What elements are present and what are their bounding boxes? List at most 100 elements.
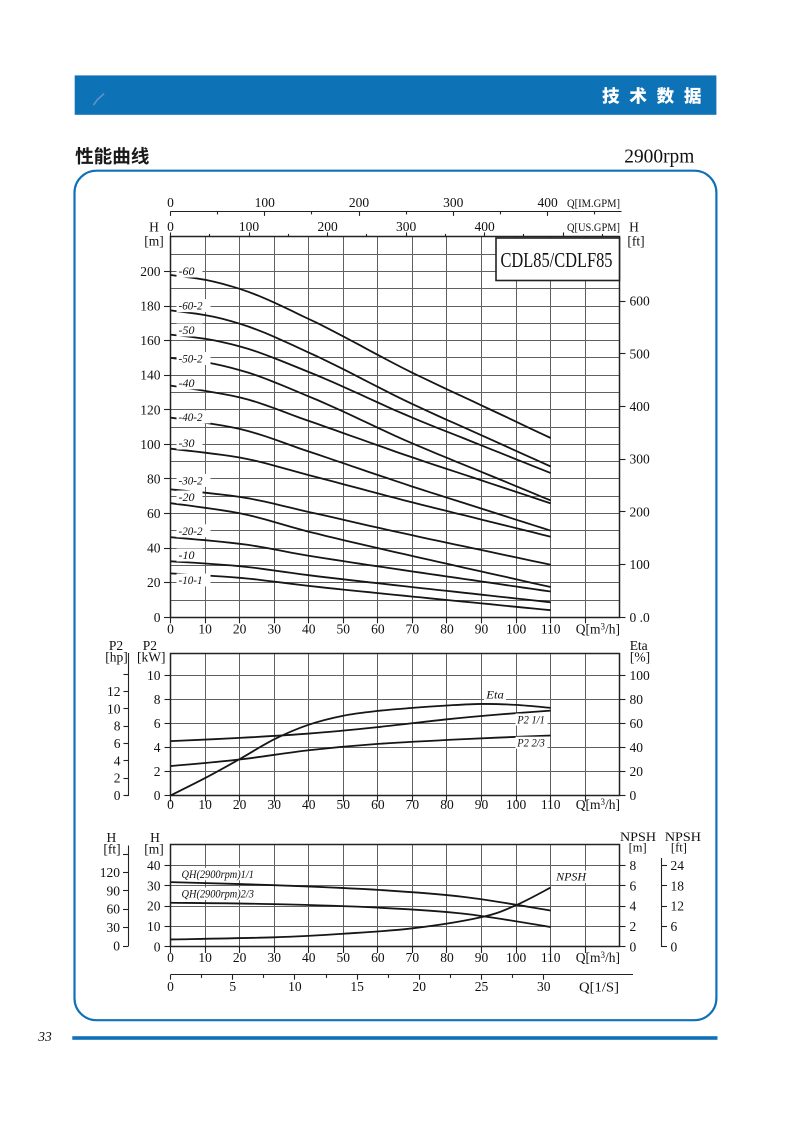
svg-text:[ft]: [ft] <box>627 234 644 249</box>
svg-text:60: 60 <box>147 506 161 521</box>
svg-text:P2 2/3: P2 2/3 <box>516 738 545 750</box>
svg-text:30: 30 <box>267 797 281 812</box>
svg-text:100: 100 <box>630 668 651 683</box>
svg-text:-40-2: -40-2 <box>179 412 203 424</box>
svg-text:40: 40 <box>302 950 316 965</box>
svg-text:[ft]: [ft] <box>671 841 687 855</box>
svg-text:30: 30 <box>267 622 281 637</box>
svg-text:Eta: Eta <box>485 690 504 702</box>
svg-text:NPSH: NPSH <box>555 872 587 884</box>
svg-text:Eta: Eta <box>630 638 648 653</box>
svg-text:Q[m3/h]: Q[m3/h] <box>576 622 620 637</box>
svg-text:600: 600 <box>630 294 651 309</box>
svg-text:0: 0 <box>167 797 174 812</box>
svg-text:-60-2: -60-2 <box>179 301 203 313</box>
svg-text:20: 20 <box>233 622 247 637</box>
svg-text:90: 90 <box>475 797 489 812</box>
svg-text:2: 2 <box>114 771 121 786</box>
svg-text:0: 0 <box>167 622 174 637</box>
svg-text:90: 90 <box>475 622 489 637</box>
svg-text:40: 40 <box>302 797 316 812</box>
svg-text:0: 0 <box>167 979 174 994</box>
svg-text:100: 100 <box>255 195 276 210</box>
svg-text:60: 60 <box>371 950 385 965</box>
svg-text:NPSH: NPSH <box>620 830 656 844</box>
svg-text:-30: -30 <box>179 438 195 450</box>
svg-text:60: 60 <box>630 716 644 731</box>
svg-text:40: 40 <box>302 622 316 637</box>
svg-text:20: 20 <box>147 575 161 590</box>
svg-text:80: 80 <box>147 472 161 487</box>
svg-text:[%]: [%] <box>630 650 650 665</box>
svg-text:60: 60 <box>107 902 121 917</box>
svg-text:100: 100 <box>630 557 651 572</box>
svg-text:60: 60 <box>371 797 385 812</box>
svg-text:-40: -40 <box>179 378 195 390</box>
svg-text:60: 60 <box>371 622 385 637</box>
svg-text:18: 18 <box>671 878 685 893</box>
svg-text:500: 500 <box>630 346 651 361</box>
svg-text:50: 50 <box>337 622 351 637</box>
svg-text:10: 10 <box>147 919 161 934</box>
svg-text:H: H <box>149 220 159 235</box>
svg-text:0: 0 <box>167 950 174 965</box>
svg-text:4: 4 <box>630 899 637 914</box>
svg-text:40: 40 <box>630 740 644 755</box>
svg-text:90: 90 <box>475 950 489 965</box>
svg-text:120: 120 <box>140 402 161 417</box>
svg-text:30: 30 <box>107 920 121 935</box>
svg-text:100: 100 <box>506 950 527 965</box>
svg-text:20: 20 <box>233 797 247 812</box>
svg-text:30: 30 <box>267 950 281 965</box>
svg-text:0: 0 <box>630 940 637 955</box>
svg-text:H: H <box>629 220 639 235</box>
svg-text:100: 100 <box>506 797 527 812</box>
svg-text:20: 20 <box>233 950 247 965</box>
svg-text:6: 6 <box>154 716 161 731</box>
svg-text:[hp]: [hp] <box>105 650 128 665</box>
svg-text:Q[US.GPM]: Q[US.GPM] <box>567 220 620 234</box>
svg-text:-50-2: -50-2 <box>179 354 203 366</box>
svg-text:0: 0 <box>671 940 678 955</box>
svg-text:0: 0 <box>167 195 174 210</box>
svg-text:100: 100 <box>506 622 527 637</box>
svg-text:70: 70 <box>406 797 420 812</box>
svg-text:100: 100 <box>239 219 260 234</box>
svg-text:200: 200 <box>317 219 338 234</box>
svg-text:6: 6 <box>114 736 121 751</box>
svg-text:8: 8 <box>630 858 637 873</box>
svg-text:10: 10 <box>198 622 212 637</box>
svg-text:[m]: [m] <box>144 234 164 249</box>
svg-text:400: 400 <box>630 399 651 414</box>
svg-text:140: 140 <box>140 368 161 383</box>
svg-text:10: 10 <box>107 701 121 716</box>
svg-text:25: 25 <box>475 979 489 994</box>
svg-text:-60: -60 <box>179 266 195 278</box>
svg-text:300: 300 <box>396 219 417 234</box>
svg-text:6: 6 <box>630 878 637 893</box>
svg-text:[m]: [m] <box>144 841 164 856</box>
svg-text:12: 12 <box>671 899 685 914</box>
svg-text:H: H <box>107 830 117 845</box>
svg-text:Q[IM.GPM]: Q[IM.GPM] <box>567 196 620 210</box>
svg-text:-50: -50 <box>179 325 195 337</box>
svg-text:-30-2: -30-2 <box>179 475 203 487</box>
svg-text:80: 80 <box>440 622 454 637</box>
svg-text:P2: P2 <box>143 638 157 653</box>
svg-text:QH(2900rpm)2/3: QH(2900rpm)2/3 <box>182 889 255 901</box>
svg-text:2: 2 <box>154 764 161 779</box>
svg-text:2: 2 <box>630 919 637 934</box>
svg-text:-10: -10 <box>179 550 195 562</box>
svg-text:Q[1/S]: Q[1/S] <box>579 981 619 996</box>
svg-text:30: 30 <box>147 878 161 893</box>
svg-text:24: 24 <box>671 858 685 873</box>
svg-text:5: 5 <box>229 979 236 994</box>
svg-text:110: 110 <box>541 622 561 637</box>
svg-text:0: 0 <box>630 788 637 803</box>
svg-text:180: 180 <box>140 299 161 314</box>
svg-text:8: 8 <box>154 692 161 707</box>
svg-text:QH(2900rpm)1/1: QH(2900rpm)1/1 <box>182 869 254 881</box>
svg-text:300: 300 <box>630 452 651 467</box>
svg-text:-20: -20 <box>179 492 195 504</box>
svg-text:[m]: [m] <box>629 841 647 855</box>
